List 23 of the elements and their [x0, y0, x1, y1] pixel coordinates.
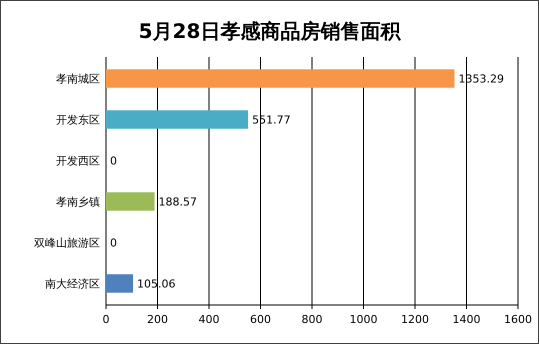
bar	[106, 110, 248, 129]
bar	[106, 274, 134, 293]
y-tick-label: 孝南乡镇	[56, 195, 100, 208]
x-tick-label: 1200	[401, 313, 429, 326]
y-tick-label: 双峰山旅游区	[34, 236, 100, 250]
y-tick-label: 南大经济区	[45, 277, 100, 290]
x-tick-label: 1600	[504, 313, 532, 326]
x-tick-label: 1400	[452, 313, 480, 326]
data-label: 0	[110, 236, 117, 250]
x-tick-label: 0	[102, 313, 110, 326]
bar	[106, 69, 454, 88]
x-tick-label: 1000	[350, 313, 378, 326]
chart-title: 5月28日孝感商品房销售面积	[138, 19, 402, 43]
data-label: 0	[110, 154, 117, 168]
x-tick-label: 400	[198, 313, 220, 326]
x-tick-label: 600	[250, 313, 271, 326]
y-tick-label: 开发东区	[56, 114, 100, 127]
x-tick-label: 800	[302, 313, 322, 326]
bar	[106, 192, 155, 211]
data-label: 188.57	[158, 195, 198, 208]
y-tick-label: 孝南城区	[56, 72, 100, 86]
y-tick-label: 开发西区	[56, 154, 100, 168]
x-tick-label: 200	[147, 313, 168, 326]
